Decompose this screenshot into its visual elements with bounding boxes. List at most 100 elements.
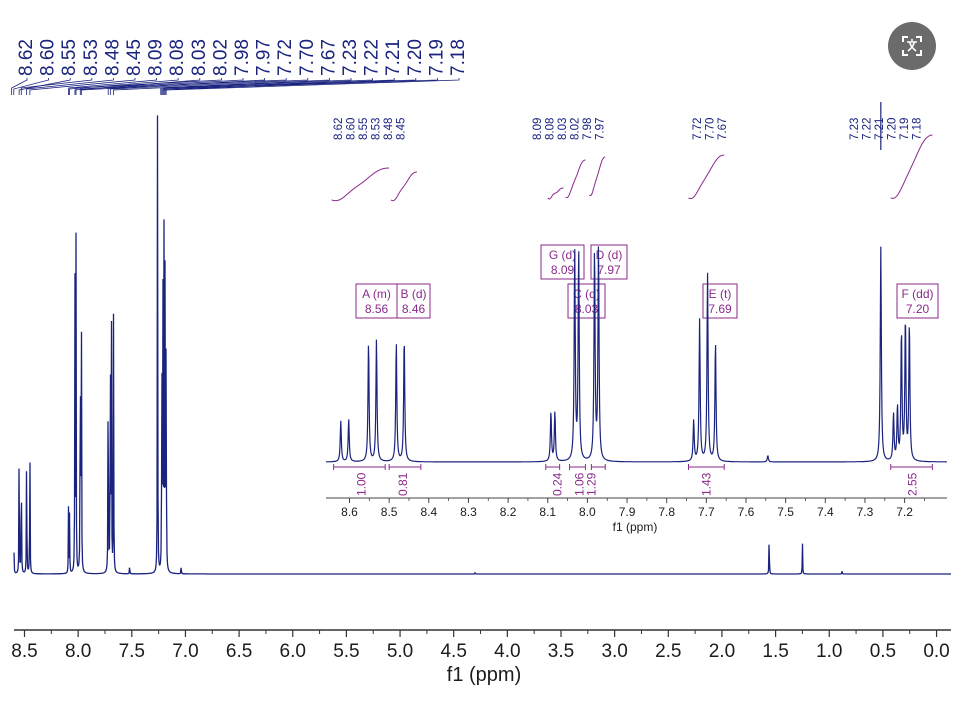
main-tick-label: 4.5 [440, 641, 466, 662]
translate-icon [902, 36, 922, 56]
multiplet-shift: 7.69 [708, 302, 732, 316]
main-peak-label: 7.22 [362, 39, 383, 76]
inset-peak-label: 7.19 [899, 118, 911, 140]
main-peak-leader [113, 78, 330, 95]
inset-peak-labels: 8.62 8.60 8.55 8.53 8.48 8.45 8.09 8.08 8.03 8.02… [333, 102, 924, 150]
inset-peak-label: 7.72 [692, 118, 704, 140]
main-peak-label: 8.08 [167, 39, 188, 76]
inset-integral-curve [331, 167, 390, 202]
multiplet-shift: 8.56 [365, 302, 389, 316]
multiplet-shift: 7.97 [597, 263, 621, 277]
inset-integral-curve [890, 134, 933, 199]
multiplet-label: A (m) [362, 287, 391, 301]
main-peak-label: 8.02 [210, 39, 231, 76]
main-peak-leader [109, 78, 309, 95]
main-peak-label: 7.72 [275, 39, 296, 76]
inset-tick-label: 8.6 [341, 505, 358, 519]
multiplet-label: D (d) [596, 248, 623, 262]
inset-spectrum-trace [326, 246, 947, 463]
integral-value: 0.24 [551, 472, 565, 496]
inset-tick-label: 7.8 [658, 505, 675, 519]
inset-peak-label: 7.21 [874, 118, 886, 140]
inset-peak-label: 7.98 [582, 118, 594, 140]
multiplet-box: D (d)7.97 [590, 244, 628, 280]
main-peak-label: 7.98 [232, 39, 253, 76]
inset-tick-label: 7.6 [738, 505, 755, 519]
integral-range: 2.55 [890, 464, 933, 496]
inset-tick-label: 8.5 [381, 505, 398, 519]
multiplet-box: F (dd)7.20 [896, 283, 939, 319]
inset-tick-label: 8.4 [420, 505, 437, 519]
integral-range: 1.06 [569, 464, 586, 496]
inset-peak-label: 8.60 [346, 118, 358, 140]
integral-range: 1.00 [333, 464, 386, 496]
integral-value: 2.55 [906, 472, 920, 496]
main-peak-leader [160, 78, 352, 95]
main-tick-label: 3.0 [601, 641, 627, 662]
main-peak-labels: 8.62 8.60 8.55 8.53 8.48 8.45 8.09 8.08 8.03 8.02… [11, 39, 469, 95]
inset-peak-label: 8.08 [545, 118, 557, 140]
integral-range: 0.81 [388, 464, 422, 496]
inset-tick-label: 7.7 [698, 505, 715, 519]
inset-integral-curve [390, 171, 417, 202]
main-peak-leader [75, 78, 222, 95]
inset-peak-label: 8.48 [383, 118, 395, 140]
inset-peak-label: 8.62 [333, 118, 345, 140]
inset-peak-label: 8.55 [358, 118, 370, 140]
main-spectrum-trace [13, 115, 951, 575]
inset-integral-curve [547, 187, 564, 200]
inset-x-axis: 8.6 8.5 8.4 8.3 8.2 8.1 8.0 7.9 7.8 7.7 7.6 7.5 7.4 7… [326, 497, 947, 519]
main-peak-leader [26, 78, 114, 95]
main-tick-label: 1.5 [762, 641, 788, 662]
main-tick-label: 6.5 [226, 641, 252, 662]
main-tick-label: 2.5 [655, 641, 681, 662]
multiplet-box: A (m)8.56 [355, 283, 398, 319]
inset-peak-label: 7.97 [595, 118, 607, 140]
main-tick-label: 5.0 [387, 641, 413, 662]
integral-range: 0.24 [545, 464, 565, 496]
main-tick-label: 0.0 [923, 641, 949, 662]
integral-range: 1.29 [584, 464, 606, 496]
main-peak-label: 8.53 [81, 39, 102, 76]
main-peak-leader [69, 78, 179, 95]
multiplet-label: G (d) [549, 248, 576, 262]
main-peak-label: 7.97 [254, 39, 275, 76]
multiplet-shift: 8.03 [575, 302, 599, 316]
inset-tick-label: 7.3 [857, 505, 874, 519]
main-peak-label: 8.60 [38, 39, 59, 76]
main-tick-label: 8.5 [11, 641, 37, 662]
main-x-axis-label: f1 (ppm) [447, 664, 521, 686]
inset-peak-label: 8.09 [532, 118, 544, 140]
main-tick-label: 0.5 [870, 641, 896, 662]
inset-peak-label: 7.67 [717, 118, 729, 140]
inset-tick-label: 7.4 [817, 505, 834, 519]
inset-peak-label: 8.45 [396, 118, 408, 140]
inset-peak-label: 7.22 [862, 118, 874, 140]
inset-tick-label: 8.2 [500, 505, 517, 519]
main-peak-leader [11, 78, 28, 95]
main-peak-label: 7.18 [448, 39, 469, 76]
multiplet-label: E (t) [709, 287, 732, 301]
inset-tick-label: 8.3 [460, 505, 477, 519]
inset-peak-label: 7.70 [705, 118, 717, 140]
main-peak-leader [164, 78, 438, 95]
main-peak-leader [20, 78, 93, 95]
main-peak-label: 8.62 [16, 39, 37, 76]
inset-integral-curve [565, 159, 586, 199]
main-tick-label: 4.0 [494, 641, 520, 662]
main-tick-label: 8.0 [65, 641, 91, 662]
integral-value: 1.06 [572, 472, 586, 496]
translate-button[interactable] [888, 22, 936, 70]
inset-tick-label: 7.9 [619, 505, 636, 519]
inset-x-axis-label: f1 (ppm) [613, 520, 658, 534]
multiplet-box: E (t)7.69 [702, 283, 738, 319]
main-x-axis: 8.5 8.0 7.5 7.0 6.5 6.0 5.5 5.0 4.5 4.0 3.5 3.0 2.5 2… [11, 629, 951, 662]
inset-tick-label: 7.5 [777, 505, 794, 519]
main-peak-label: 8.09 [146, 39, 167, 76]
multiplet-label: F (dd) [901, 287, 933, 301]
main-peak-leader [163, 78, 417, 95]
main-spectrum [13, 115, 951, 575]
multiplet-label: B (d) [400, 287, 426, 301]
main-tick-label: 7.0 [172, 641, 198, 662]
inset-integral-curves [331, 134, 933, 202]
